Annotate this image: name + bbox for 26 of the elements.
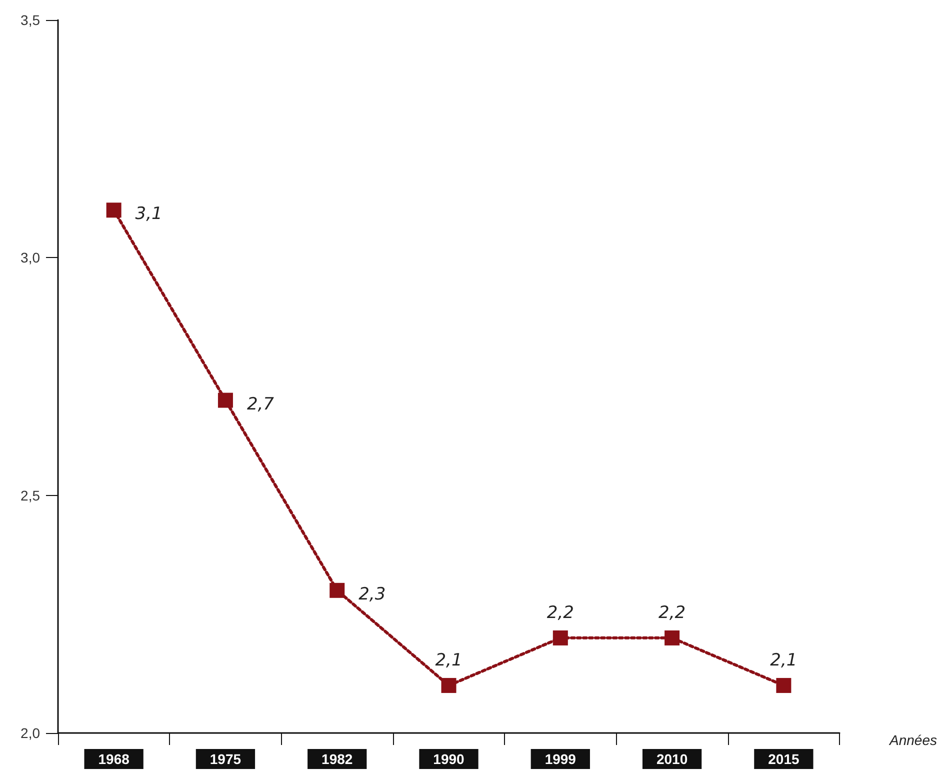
y-tick-label: 3,0 (20, 250, 40, 266)
data-label: 2,1 (770, 650, 798, 670)
data-label: 2,2 (546, 602, 574, 623)
point (664, 630, 680, 646)
point (776, 678, 792, 693)
x-tick-label: 1990 (433, 751, 465, 767)
data-label: 2,7 (246, 394, 274, 414)
data-label: 2,1 (435, 650, 462, 670)
x-tick-label: 2015 (768, 751, 800, 767)
point (441, 678, 456, 693)
x-tick-label: 1975 (210, 751, 242, 767)
x-tick-label: 1968 (98, 751, 130, 767)
x-tick-label: 1999 (544, 751, 576, 767)
data-label: 3,1 (135, 204, 162, 224)
point (106, 202, 122, 218)
y-tick-label: 2,0 (20, 725, 40, 741)
y-tick-label: 3,5 (20, 12, 40, 28)
point (330, 582, 345, 598)
y-tick-label: 2,5 (20, 487, 40, 504)
x-axis-title: Années (888, 732, 937, 748)
x-tick-label: 1982 (322, 751, 353, 767)
point (552, 630, 568, 646)
data-label: 2,2 (658, 602, 686, 623)
point (218, 392, 233, 408)
data-label: 2,3 (358, 584, 386, 604)
x-tick-label: 2010 (656, 751, 688, 767)
